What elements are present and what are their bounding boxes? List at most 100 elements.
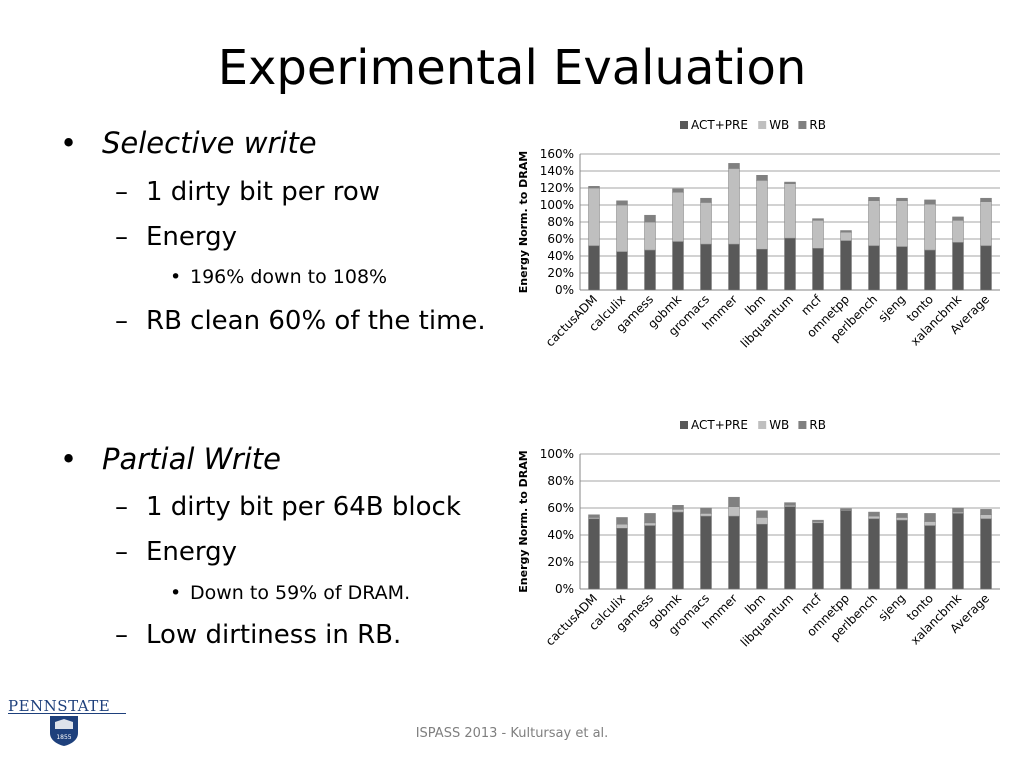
bar-segment (588, 514, 600, 518)
bar-segment (840, 230, 852, 233)
bar-segment (840, 510, 852, 590)
bar-segment (616, 251, 628, 291)
bar-segment (672, 192, 684, 242)
footer-citation: ISPASS 2013 - Kultursay et al. (415, 726, 609, 741)
bar-segment (896, 513, 908, 518)
bar-segment (588, 245, 600, 291)
bar-segment (952, 507, 964, 513)
bar-segment (728, 163, 740, 169)
bullet-dot: • (60, 442, 78, 476)
bar-segment (952, 220, 964, 243)
bar-segment (980, 514, 992, 520)
legend-swatch (680, 421, 688, 429)
bullet-dot: • (170, 266, 182, 288)
bar-segment (700, 197, 712, 203)
legend-label: WB (769, 118, 789, 132)
bar-segment (952, 242, 964, 291)
seal-year: 1855 (56, 734, 71, 741)
bar-segment (812, 522, 824, 590)
y-tick-label: 20% (547, 266, 574, 280)
y-axis-label: Energy Norm. to DRAM (517, 450, 530, 592)
legend-swatch (798, 421, 807, 429)
bar-segment (756, 175, 768, 181)
bullet-text: Energy (146, 222, 238, 252)
bar-segment (924, 203, 936, 251)
bar-segment (644, 525, 656, 590)
bar-segment (588, 187, 600, 247)
legend-label: ACT+PRE (691, 418, 748, 432)
y-tick-label: 80% (547, 215, 574, 229)
pennstate-logo: PENNSTATE 1855 (8, 697, 128, 749)
bar-segment (868, 511, 880, 517)
bullet-dot: • (170, 582, 182, 604)
chart-selective-write: ACT+PRE WB RB 0% 20% 40% 60% 80% 100% 120% 140% 160… (517, 118, 1000, 351)
bullet-dash: – (115, 620, 128, 650)
bar-segment (840, 240, 852, 291)
y-tick-label: 100% (540, 198, 574, 212)
bar-segment (756, 510, 768, 518)
bar-segment (784, 181, 796, 185)
legend-label: ACT+PRE (691, 118, 748, 132)
bar-segment (588, 186, 600, 189)
bar-segment (924, 521, 936, 526)
y-tick-label: 100% (540, 447, 574, 461)
bar-segment (616, 528, 628, 590)
bar-segment (980, 197, 992, 202)
bar-segment (952, 513, 964, 590)
slide-title: Experimental Evaluation (217, 40, 807, 96)
bullet-dash: – (115, 492, 128, 522)
bullet-text: 1 dirty bit per row (146, 177, 380, 207)
y-tick-label: 0% (555, 582, 574, 596)
shield-icon: 1855 (50, 716, 78, 746)
bullet-dash: – (115, 306, 128, 336)
bar-segment (700, 202, 712, 245)
bar-segment (672, 188, 684, 193)
bar-segment (924, 249, 936, 291)
y-axis-label: Energy Norm. to DRAM (517, 151, 530, 293)
y-tick-label: 0% (555, 283, 574, 297)
bullet-text: RB clean 60% of the time. (146, 306, 486, 336)
bullet-list: • Selective write – 1 dirty bit per row … (0, 0, 520, 700)
bar-segment (896, 197, 908, 201)
bar-segment (812, 519, 824, 522)
bar-segment (868, 518, 880, 590)
bar-segment (756, 517, 768, 525)
chart-legend: ACT+PRE WB RB (680, 118, 826, 132)
bullet-text: Energy (146, 537, 238, 567)
logo-underline (8, 713, 126, 714)
bar-segment (644, 249, 656, 291)
bar-segment (756, 248, 768, 291)
bar-segment (672, 241, 684, 291)
bar-segment (784, 183, 796, 239)
bar-segment (980, 201, 992, 247)
bar-segment (924, 513, 936, 522)
y-tick-label: 160% (540, 147, 574, 161)
legend-label: WB (769, 418, 789, 432)
bar-segment (868, 197, 880, 201)
bar-segment (980, 509, 992, 515)
bullet-text: Partial Write (102, 442, 282, 476)
bar-segment (896, 246, 908, 291)
bullet-dot: • (60, 126, 78, 160)
bar-segment (644, 522, 656, 526)
bar-segment (588, 518, 600, 590)
bar-segment (728, 243, 740, 291)
bar-segment (728, 515, 740, 590)
bar-segment (840, 231, 852, 241)
bullet-dash: – (115, 222, 128, 252)
bar-segment (924, 525, 936, 590)
bar-segment (896, 200, 908, 247)
bar-segment (672, 509, 684, 513)
bar-segment (868, 515, 880, 520)
bar-segment (868, 200, 880, 247)
y-tick-label: 80% (547, 474, 574, 488)
bullet-text: Low dirtiness in RB. (146, 620, 402, 650)
y-tick-label: 140% (540, 164, 574, 178)
bar-segment (756, 523, 768, 590)
logo-wordmark: PENNSTATE (8, 697, 111, 715)
bullet-dash: – (115, 177, 128, 207)
bar-segment (700, 515, 712, 590)
chart-partial-write: ACT+PRE WB RB 0% 20% 40% 60% 80% 100% Energy Norm… (517, 418, 1000, 650)
legend-swatch (758, 121, 767, 129)
bar-segment (980, 518, 992, 590)
